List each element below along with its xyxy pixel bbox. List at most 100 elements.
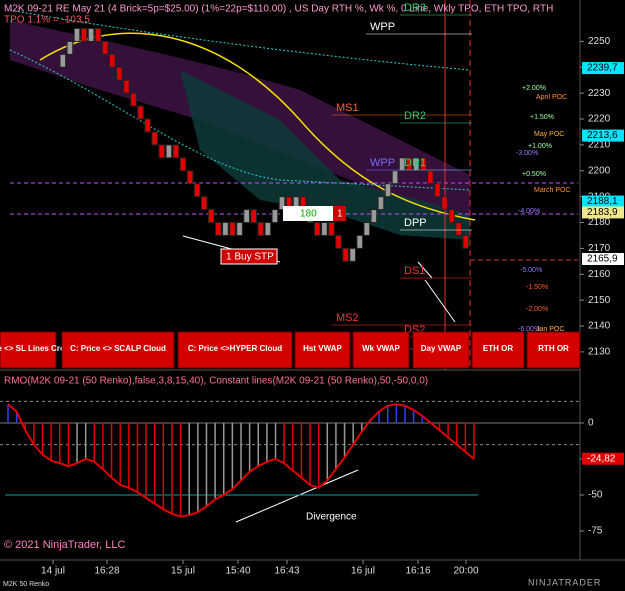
- price-box-label: 2188,1: [587, 196, 618, 207]
- brick: [215, 222, 222, 236]
- y-tick-label: 2230: [588, 88, 611, 99]
- percent-label: Jan POC: [536, 326, 564, 333]
- order-qty: 180: [300, 209, 317, 220]
- button-label: RTH OR: [538, 344, 569, 353]
- drawing-line: [235, 469, 359, 523]
- brick: [73, 27, 81, 42]
- brick: [257, 222, 265, 236]
- brick: [448, 209, 455, 224]
- price-box: [582, 206, 624, 219]
- percent-label: -4.00%: [518, 208, 540, 215]
- brick: [264, 222, 272, 236]
- arrow: [417, 261, 433, 279]
- instrument: M2K 50 Renko: [3, 581, 49, 588]
- brick: [59, 53, 67, 68]
- button-label: C: Price <> SCALP Cloud: [70, 344, 166, 353]
- y-tick-label: 2220: [588, 114, 611, 125]
- price-box-label: 2183,9: [587, 207, 618, 218]
- order-button[interactable]: [220, 248, 278, 265]
- brick: [391, 170, 399, 185]
- brick: [363, 222, 371, 236]
- price-box: [582, 62, 624, 75]
- x-tick-label: 15 jul: [171, 566, 195, 577]
- brick: [94, 27, 102, 42]
- button[interactable]: [412, 331, 470, 369]
- percent-label: +0.50%: [522, 171, 546, 178]
- level-label: MS1: [336, 102, 359, 114]
- percent-label: +2.00%: [522, 85, 546, 92]
- brick: [356, 234, 364, 249]
- moving-average: [9, 9, 471, 71]
- y-tick-label: -50: [588, 490, 603, 501]
- y-tick-label: -75: [588, 526, 603, 537]
- percent-label: -3.00%: [516, 150, 538, 157]
- annotation: Divergence: [306, 512, 357, 523]
- brick: [222, 222, 229, 236]
- level-label: DR1: [404, 157, 426, 169]
- y-tick-label: 2140: [588, 321, 611, 332]
- button[interactable]: [294, 331, 351, 369]
- y-tick-label: 2170: [588, 243, 611, 254]
- brick: [87, 27, 95, 42]
- brick: [271, 209, 279, 224]
- chart-subtitle: TPO 1.1% = -103,5: [4, 15, 90, 26]
- button[interactable]: [177, 331, 293, 369]
- price-box-label: 2213,6: [587, 130, 618, 141]
- brick: [278, 196, 286, 211]
- y-tick-label: 2210: [588, 140, 611, 151]
- brick: [101, 40, 109, 55]
- brick: [250, 209, 258, 224]
- brick: [80, 27, 88, 42]
- button-label: C: Price <>HYPER Cloud: [188, 344, 282, 353]
- button-label: Hst VWAP: [303, 344, 342, 353]
- percent-label: March POC: [534, 187, 571, 194]
- brick: [370, 209, 378, 224]
- brick: [108, 53, 116, 68]
- brick: [200, 196, 208, 211]
- brick: [116, 66, 123, 81]
- button[interactable]: [61, 331, 175, 369]
- price-box: [582, 253, 624, 265]
- brick: [207, 209, 215, 224]
- level-label: WPP: [370, 21, 395, 33]
- brick: [151, 131, 159, 146]
- x-tick-label: 16:28: [94, 566, 119, 577]
- level-label: DR2: [404, 110, 426, 122]
- brick: [434, 183, 441, 198]
- brick: [236, 222, 243, 236]
- cloud: [180, 70, 470, 240]
- y-tick-label: 2160: [588, 269, 611, 280]
- button[interactable]: [526, 331, 581, 369]
- brick: [193, 183, 201, 198]
- brick: [172, 144, 180, 159]
- x-tick-label: 16 jul: [351, 566, 375, 577]
- moving-average: [9, 49, 471, 191]
- brick: [412, 157, 420, 172]
- brick: [328, 222, 335, 236]
- percent-label: May POC: [534, 131, 564, 138]
- x-tick-label: 15:40: [225, 566, 250, 577]
- x-tick-label: 14 jul: [41, 566, 65, 577]
- brick: [123, 79, 130, 94]
- oscillator-title: RMO(M2K 09-21 (50 Renko),false,3,8,15,40…: [4, 376, 428, 387]
- brick: [165, 144, 173, 159]
- button[interactable]: [352, 331, 410, 369]
- y-tick-label: 2200: [588, 165, 611, 176]
- button[interactable]: [471, 331, 525, 369]
- percent-label: +1.00%: [528, 143, 552, 150]
- button[interactable]: [0, 331, 57, 369]
- moving-average: [39, 32, 476, 221]
- order-box[interactable]: [333, 206, 346, 221]
- brick: [144, 118, 151, 133]
- level-label: MS2: [336, 312, 359, 324]
- level-label: WPP: [370, 157, 395, 169]
- price-box-label: 2239,7: [587, 63, 618, 74]
- y-tick-label: 2250: [588, 36, 611, 47]
- button-label: ETH OR: [483, 344, 513, 353]
- arrow: [424, 279, 456, 323]
- percent-label: +1.50%: [530, 114, 554, 121]
- button-label: Wk VWAP: [362, 344, 400, 353]
- price-box: [582, 129, 624, 142]
- x-tick-label: 16:16: [405, 566, 430, 577]
